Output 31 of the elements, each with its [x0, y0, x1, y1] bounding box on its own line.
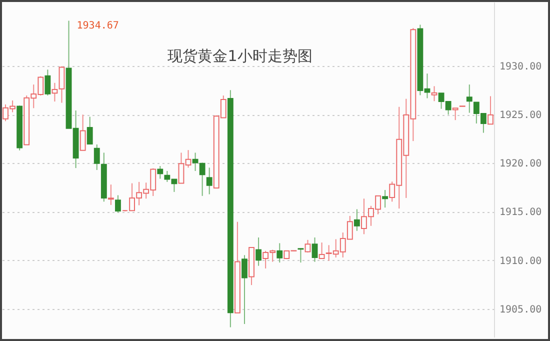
candlestick [452, 108, 458, 121]
y-tick-label: 1915.00 [500, 207, 542, 218]
candlestick [318, 242, 325, 259]
candlestick [199, 162, 206, 196]
candlestick [94, 144, 100, 170]
candlestick [115, 194, 121, 214]
candlestick [242, 254, 248, 324]
candlestick [276, 242, 283, 264]
candlestick [192, 152, 198, 172]
y-tick-label: 1905.00 [500, 304, 542, 316]
candlestick [157, 166, 164, 180]
candlestick [312, 236, 318, 262]
y-tick-label: 1920.00 [500, 158, 542, 170]
candlestick [256, 236, 262, 266]
annotation: 1934.67 [76, 20, 119, 32]
y-tick-label: 1925.00 [500, 110, 542, 122]
y-tick-label: 1930.00 [500, 62, 542, 73]
candlestick [488, 96, 494, 125]
y-tick-label: 1910.00 [500, 256, 542, 267]
candlestick [108, 184, 114, 206]
candlestick [304, 239, 311, 254]
candlestick [298, 248, 304, 264]
text: 现货黄金1小时走势图 [168, 47, 312, 65]
candlestick [466, 84, 472, 114]
candlestick [206, 167, 212, 195]
candlestick [354, 208, 360, 232]
candlestick [382, 189, 388, 208]
candlestick [80, 114, 86, 151]
candlestick [44, 69, 51, 96]
candlestick [86, 116, 93, 145]
candlestick [431, 86, 438, 102]
